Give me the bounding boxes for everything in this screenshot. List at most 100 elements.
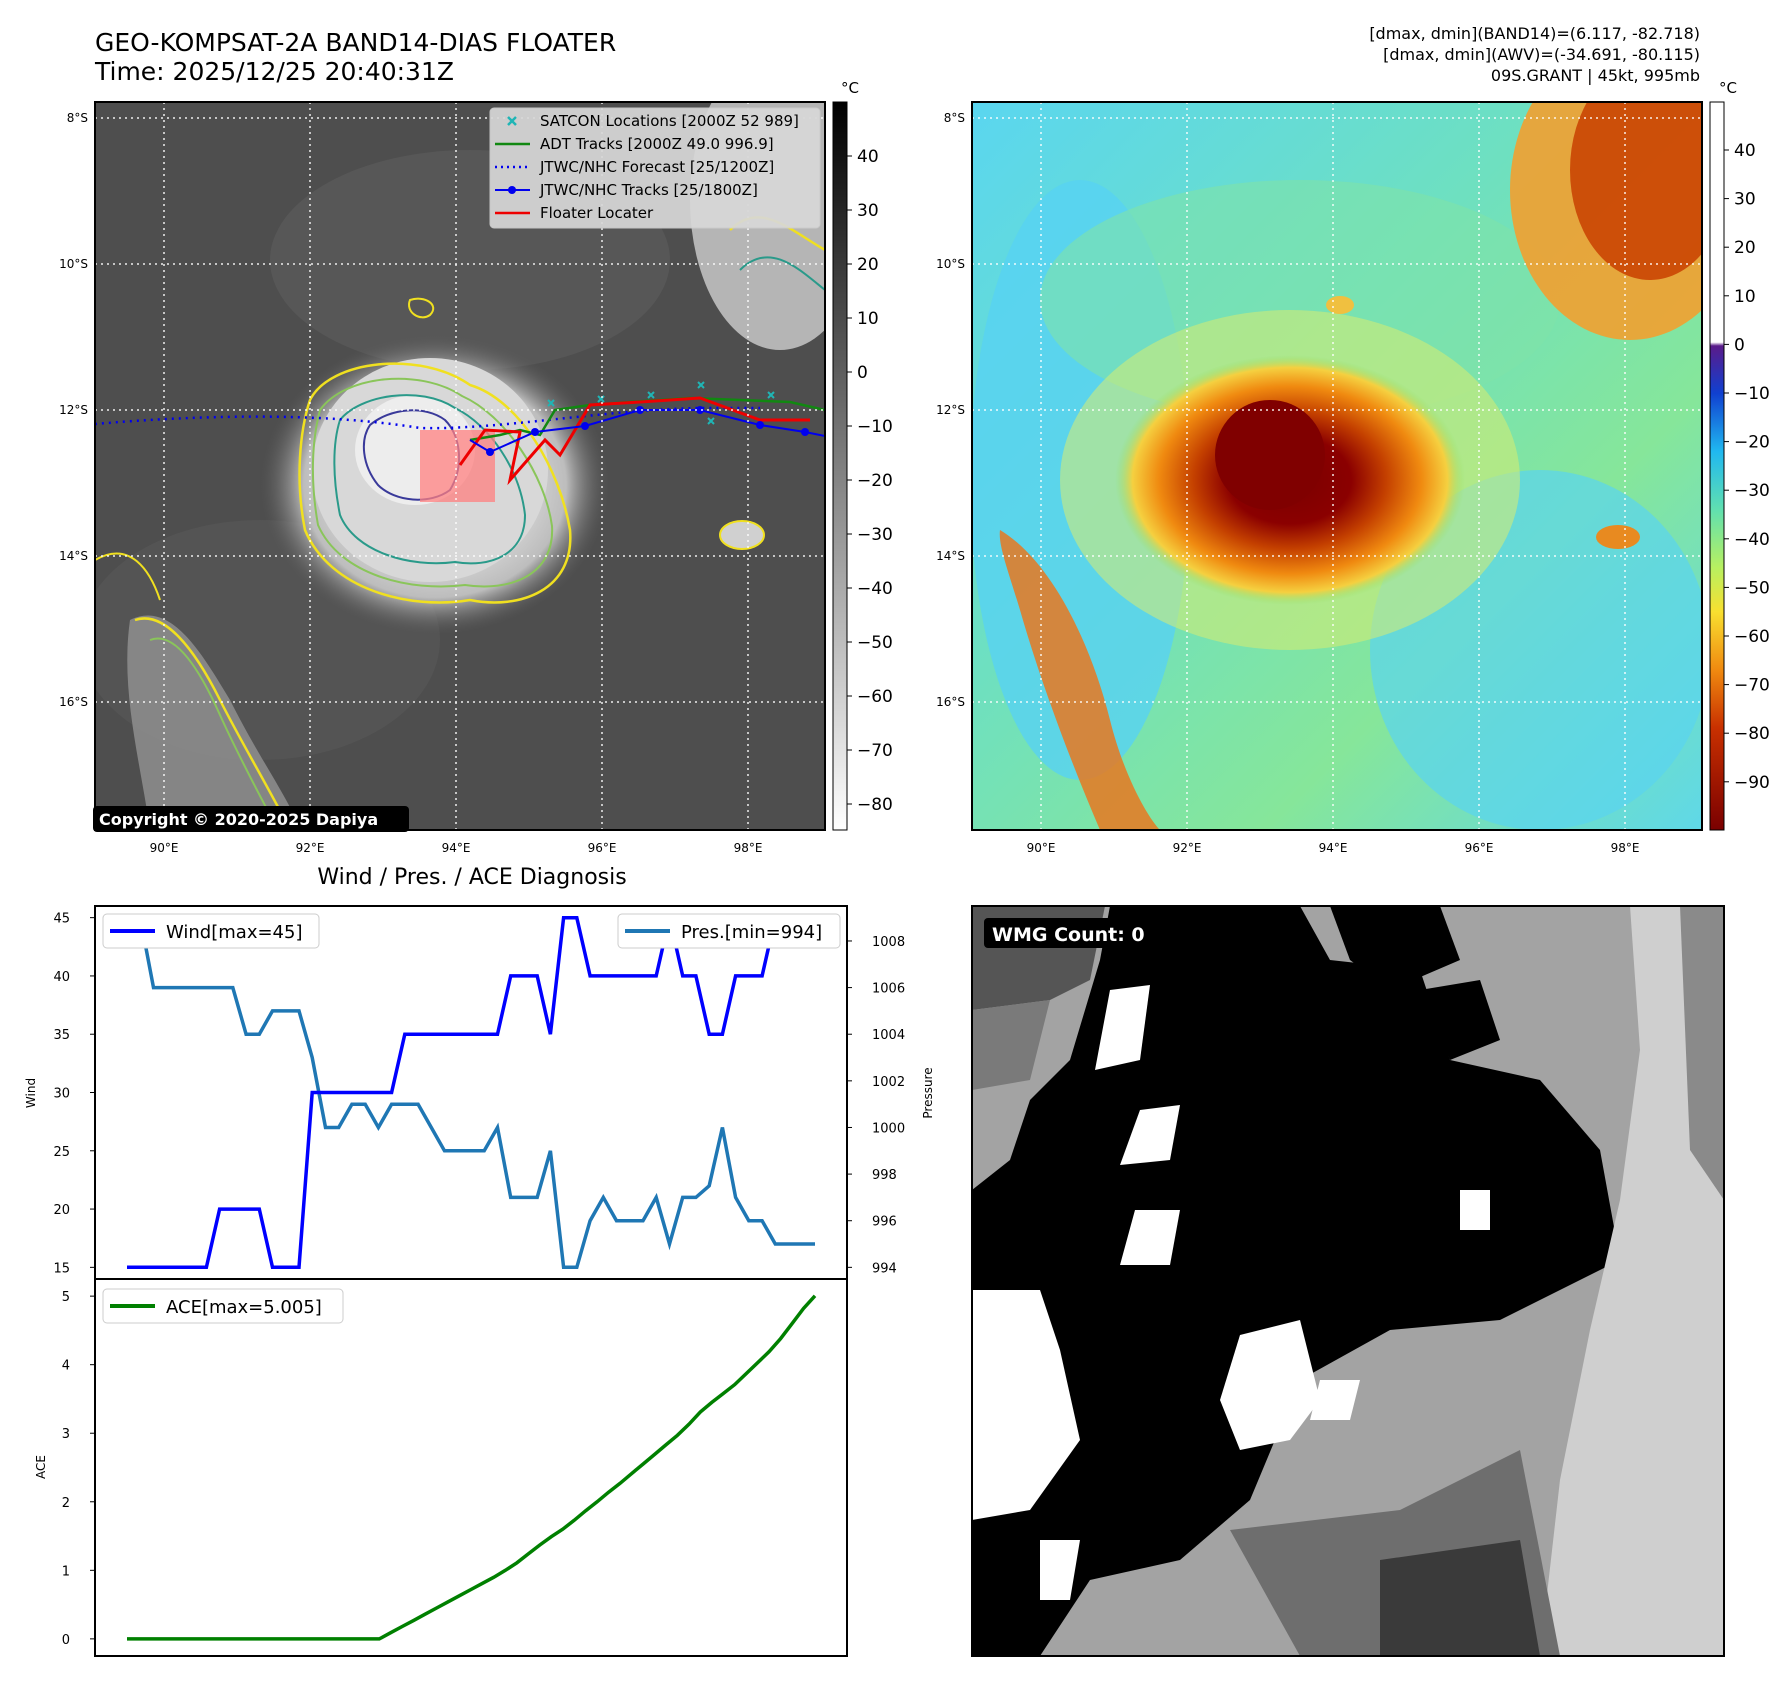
ir-colorbar-tick-label-0: 40: [857, 147, 879, 167]
ace-legend: ACE[max=5.005]: [102, 1288, 344, 1324]
ir-colorbar-tick-label-9: −50: [857, 633, 893, 653]
pressure-ytick-label-0: 994: [872, 1261, 897, 1276]
dmax-awv: [dmax, dmin](AWV)=(-34.691, -80.115): [1383, 45, 1700, 64]
copyright-badge: [93, 806, 409, 832]
awv-colorbar-tick-label-4: 0: [1734, 335, 1745, 355]
legend-floater: Floater Locater: [540, 204, 654, 222]
awv-lat-10s: 10°S: [936, 257, 965, 271]
legend-jtwc-forecast: JTWC/NHC Forecast [25/1200Z]: [539, 158, 774, 176]
ir-lon-98e: 98°E: [734, 841, 763, 855]
ir-colorbar-tick-label-4: 0: [857, 363, 868, 383]
pressure-ytick-label-7: 1008: [872, 935, 905, 950]
awv-colorbar-tick-label-5: −10: [1734, 384, 1770, 404]
wind-ytick-label-3: 30: [53, 1087, 70, 1102]
awv-colorbar-unit: °C: [1719, 79, 1737, 97]
wind-pressure-chart: Wind Pressure 15 20 25 30 35 40 45 994 996 998 10…: [24, 905, 935, 1280]
wind-series-line: [127, 915, 815, 1270]
ir-lon-94e: 94°E: [442, 841, 471, 855]
awv-colorbar-tick-label-3: 10: [1734, 287, 1756, 307]
wind-legend: Wind[max=45]: [102, 913, 320, 949]
ir-colorbar-tick-label-3: 10: [857, 309, 879, 329]
awv-lat-14s: 14°S: [936, 549, 965, 563]
wmg-count-badge: [984, 918, 1162, 948]
figure-title: GEO-KOMPSAT-2A BAND14-DIAS FLOATER: [95, 28, 616, 57]
wind-ytick-label-4: 35: [53, 1028, 70, 1043]
ir-colorbar-unit: °C: [841, 79, 859, 97]
awv-colorbar-tick-label-2: 20: [1734, 238, 1756, 258]
awv-colorbar-tick-label-13: −90: [1734, 773, 1770, 793]
ace-ytick-label-2: 2: [62, 1496, 70, 1511]
ir-colorbar-tick-label-6: −20: [857, 471, 893, 491]
awv-colorbar-tick-label-6: −20: [1734, 433, 1770, 453]
awv-lon-92e: 92°E: [1173, 841, 1202, 855]
wmg-panel: WMG Count: 0: [971, 905, 1725, 1657]
wind-ytick-label-6: 45: [53, 912, 70, 927]
ir-colorbar: °C 40 30 20 10 0 −10 −20 −30 −40 −50 −60 −70 −80: [832, 79, 893, 831]
awv-lon-94e: 94°E: [1319, 841, 1348, 855]
ace-frame: [94, 1278, 848, 1657]
pressure-legend-label: Pres.[min=994]: [681, 922, 822, 943]
awv-colorbar-tick-label-9: −50: [1734, 578, 1770, 598]
ir-colorbar-tick-label-12: −80: [857, 795, 893, 815]
awv-colorbar-tick-label-8: −40: [1734, 530, 1770, 550]
ir-colorbar-tick-label-10: −60: [857, 687, 893, 707]
ir-lat-14s: 14°S: [59, 549, 88, 563]
ir-lat-10s: 10°S: [59, 257, 88, 271]
ace-chart: ACE 0 1 2 3 4 5 ACE[max=5.005]: [34, 1278, 848, 1657]
ir-colorbar-tick-label-11: −70: [857, 741, 893, 761]
legend-adt: ADT Tracks [2000Z 49.0 996.9]: [540, 135, 774, 153]
ir-lat-12s: 12°S: [59, 403, 88, 417]
awv-colorbar-tick-label-10: −60: [1734, 627, 1770, 647]
awv-colorbar-tick-label-12: −80: [1734, 724, 1770, 744]
dmax-band14: [dmax, dmin](BAND14)=(6.117, -82.718): [1369, 24, 1700, 43]
pressure-ytick-label-1: 996: [872, 1215, 897, 1230]
pressure-axis-label: Pressure: [921, 1067, 935, 1118]
pressure-series-line: [127, 915, 815, 1270]
awv-lon-96e: 96°E: [1465, 841, 1494, 855]
wind-axis-label: Wind: [24, 1078, 38, 1108]
ir-lon-92e: 92°E: [296, 841, 325, 855]
ir-map-legend: SATCON Locations [2000Z 52 989] ADT Trac…: [489, 107, 821, 229]
ir-lon-90e: 90°E: [150, 841, 179, 855]
legend-jtwc-tracks: JTWC/NHC Tracks [25/1800Z]: [539, 181, 758, 199]
diagnosis-title: Wind / Pres. / ACE Diagnosis: [317, 865, 626, 890]
awv-colorbar: °C 40 30 20 10 0 −10 −20 −30 −40 −50 −60 −70 −80 −90: [1709, 79, 1770, 831]
ir-map-panel: SATCON Locations [2000Z 52 989] ADT Trac…: [59, 101, 826, 855]
ace-ytick-label-3: 3: [62, 1427, 70, 1442]
awv-lat-16s: 16°S: [936, 695, 965, 709]
awv-lon-98e: 98°E: [1611, 841, 1640, 855]
pressure-ytick-label-3: 1000: [872, 1121, 905, 1136]
ace-ytick-label-1: 1: [62, 1564, 70, 1579]
pressure-ytick-label-2: 998: [872, 1168, 897, 1183]
wind-ytick-label-5: 40: [53, 970, 70, 985]
legend-satcon: SATCON Locations [2000Z 52 989]: [540, 112, 799, 130]
pressure-ytick-label-6: 1006: [872, 982, 905, 997]
ace-ytick-label-5: 5: [62, 1290, 70, 1305]
pressure-ytick-label-5: 1004: [872, 1028, 905, 1043]
ir-colorbar-tick-label-7: −30: [857, 525, 893, 545]
ace-axis-label: ACE: [34, 1455, 48, 1479]
awv-lat-12s: 12°S: [936, 403, 965, 417]
awv-colorbar-tick-label-11: −70: [1734, 676, 1770, 696]
ir-lat-16s: 16°S: [59, 695, 88, 709]
awv-lat-8s: 8°S: [944, 111, 965, 125]
wmg-count-label: WMG Count: 0: [992, 924, 1145, 946]
pressure-legend: Pres.[min=994]: [617, 913, 841, 949]
ir-colorbar-tick-label-2: 20: [857, 255, 879, 275]
awv-colorbar-tick-label-0: 40: [1734, 141, 1756, 161]
copyright-text: Copyright © 2020-2025 Dapiya: [99, 810, 378, 829]
ace-legend-label: ACE[max=5.005]: [166, 1297, 322, 1318]
figure-time: Time: 2025/12/25 20:40:31Z: [94, 57, 454, 86]
wind-ytick-label-0: 15: [53, 1261, 70, 1276]
ace-ytick-label-0: 0: [62, 1633, 70, 1648]
wind-pressure-frame: [94, 905, 848, 1280]
awv-map-panel: 8°S 10°S 12°S 14°S 16°S 90°E 92°E 94°E 9…: [936, 101, 1703, 855]
awv-colorbar-tick-label-1: 30: [1734, 190, 1756, 210]
storm-info: 09S.GRANT | 45kt, 995mb: [1491, 66, 1700, 85]
ace-series-line: [127, 1294, 817, 1641]
wind-ytick-label-1: 20: [53, 1203, 70, 1218]
ir-colorbar-tick-label-1: 30: [857, 201, 879, 221]
ir-colorbar-tick-label-5: −10: [857, 417, 893, 437]
awv-colorbar-tick-label-7: −30: [1734, 481, 1770, 501]
ir-lon-96e: 96°E: [588, 841, 617, 855]
